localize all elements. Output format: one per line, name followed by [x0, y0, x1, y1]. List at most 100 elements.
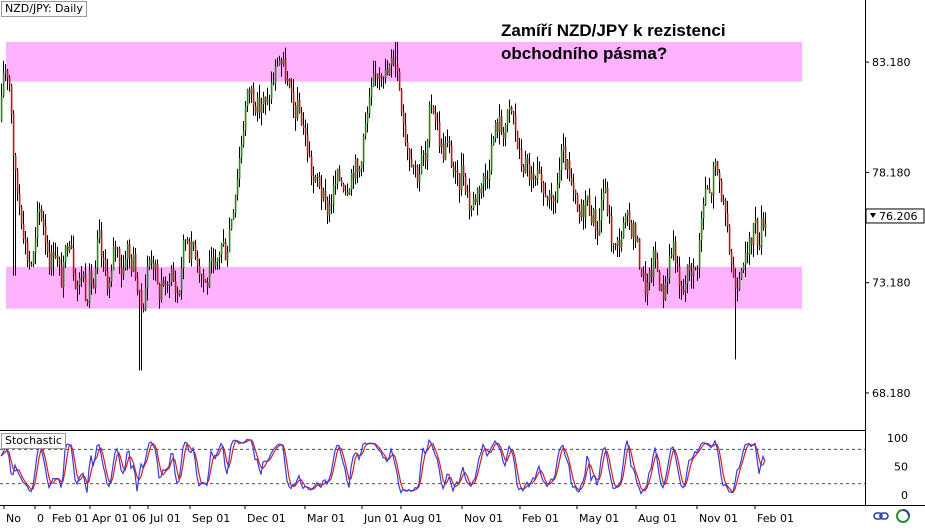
candle-bear	[284, 59, 287, 82]
candle-bull	[226, 251, 229, 261]
candle-bear	[102, 257, 105, 260]
candle-bear	[416, 166, 419, 183]
candle-bear	[186, 239, 189, 242]
candle-bear	[564, 146, 567, 170]
time-tick-label: No	[6, 512, 21, 525]
candle-bear	[198, 265, 201, 275]
link-icon[interactable]	[873, 510, 889, 522]
candle-bear	[212, 257, 215, 267]
candle-bear	[40, 209, 43, 220]
candle-bull	[208, 261, 211, 287]
candle-bear	[578, 210, 581, 218]
candle-bear	[382, 77, 385, 79]
candle-bear	[156, 264, 159, 284]
candle-bull	[530, 173, 533, 181]
candle-bear	[338, 169, 341, 180]
candle-bear	[8, 77, 11, 85]
candle-bull	[624, 215, 627, 223]
candle-bull	[558, 169, 561, 184]
candle-bull	[230, 219, 233, 230]
stochastic-tick-label: 50	[894, 461, 908, 474]
candle-bull	[122, 268, 125, 276]
candle-bull	[704, 188, 707, 205]
candle-bull	[722, 199, 725, 201]
candle-bear	[656, 258, 659, 272]
candle-bear	[612, 243, 615, 245]
candle-bear	[758, 245, 761, 248]
candle-bull	[322, 191, 325, 199]
time-tick-label: Nov 01	[464, 512, 503, 525]
candle-bear	[90, 270, 93, 284]
candle-bull	[160, 280, 163, 300]
candle-bull	[266, 99, 269, 103]
candle-bull	[96, 238, 99, 269]
candle-bear	[756, 219, 759, 246]
stochastic-main-line	[0, 438, 766, 495]
candle-bull	[236, 178, 239, 196]
candle-bear	[512, 111, 515, 116]
candle-bear	[248, 89, 251, 94]
candle-bear	[432, 106, 435, 114]
candle-bull	[218, 254, 221, 258]
candle-bear	[462, 165, 465, 177]
candle-bull	[242, 130, 245, 145]
candle-bull	[444, 142, 447, 160]
candle-bull	[646, 282, 649, 295]
candle-bear	[538, 169, 541, 174]
candle-bear	[86, 300, 89, 303]
candle-bull	[214, 262, 217, 267]
candle-bear	[58, 258, 61, 266]
candle-bear	[174, 281, 177, 293]
candle-bear	[582, 204, 585, 217]
candle-bear	[254, 106, 257, 113]
candle-bear	[690, 271, 693, 276]
time-tick-label: Feb 01	[522, 512, 559, 525]
candle-bear	[294, 105, 297, 119]
candle-bull	[234, 195, 237, 213]
candle-bear	[28, 261, 31, 265]
candle-bear	[298, 100, 301, 113]
candle-bull	[362, 135, 365, 163]
candle-bull	[418, 173, 421, 183]
candle-bear	[16, 170, 19, 194]
candle-bear	[120, 267, 123, 276]
candle-bull	[270, 82, 273, 100]
candle-bear	[252, 87, 255, 107]
candle-bull	[228, 229, 231, 252]
candle-bull	[98, 230, 101, 239]
candle-bear	[288, 78, 291, 88]
candle-bull	[466, 191, 469, 193]
candle-bear	[654, 250, 657, 259]
candle-bear	[468, 191, 471, 210]
candle-bear	[528, 163, 531, 181]
candle-bull	[420, 154, 423, 174]
candle-bull	[332, 185, 335, 205]
candle-bull	[412, 165, 415, 168]
candle-bear	[438, 121, 441, 148]
candle-bear	[576, 194, 579, 211]
candle-bear	[202, 274, 205, 280]
candle-bull	[626, 211, 629, 216]
candle-bear	[104, 259, 107, 272]
candle-bear	[546, 197, 549, 201]
candle-bear	[258, 97, 261, 113]
candle-bear	[522, 166, 525, 173]
candle-bear	[12, 113, 15, 156]
candle-bull	[700, 218, 703, 241]
candle-bull	[536, 169, 539, 180]
candle-bear	[196, 256, 199, 266]
candle-bull	[692, 267, 695, 276]
candle-bull	[286, 78, 289, 82]
time-tick-label: Dec 01	[247, 512, 286, 525]
candle-bull	[636, 238, 639, 242]
candle-bear	[708, 188, 711, 193]
time-tick-label: Jun 01	[363, 512, 399, 525]
candle-bear	[730, 252, 733, 265]
candle-bear	[302, 125, 305, 129]
candle-bull	[586, 195, 589, 201]
candle-bear	[716, 161, 719, 173]
candle-bull	[36, 212, 39, 238]
candle-bear	[594, 209, 597, 231]
candle-bear	[618, 239, 621, 248]
stochastic-layer	[0, 438, 865, 495]
